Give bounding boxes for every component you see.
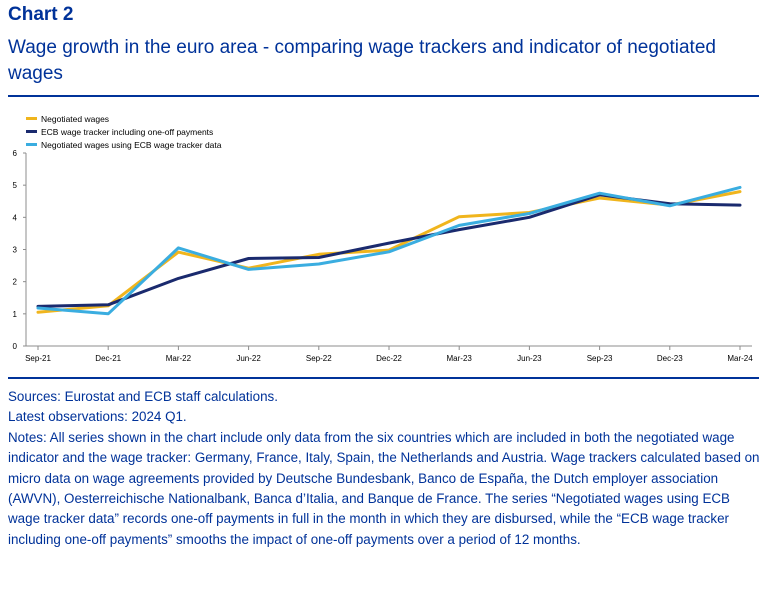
legend-label-negotiated-wages: Negotiated wages [41, 113, 110, 124]
x-tick-label: Mar-23 [447, 354, 473, 363]
x-tick-label: Dec-22 [376, 354, 402, 363]
x-tick-label: Mar-24 [727, 354, 753, 363]
series-line-2 [36, 185, 742, 316]
chart-notes: Sources: Eurostat and ECB staff calculat… [8, 387, 763, 550]
y-tick-label: 2 [13, 278, 18, 287]
x-tick-label: Sep-23 [587, 354, 613, 363]
legend-label-ecb-wage-tracker: ECB wage tracker including one-off payme… [41, 126, 214, 137]
legend-item-ecb-wage-tracker: ECB wage tracker including one-off payme… [26, 125, 222, 138]
y-tick-label: 3 [13, 246, 18, 255]
line-chart: 0 1 2 3 4 5 6 Sep-21 Dec-21 Mar-22 Jun-22 Sep-22 Dec… [0, 100, 774, 375]
sources-text: Sources: Eurostat and ECB staff calculat… [8, 389, 278, 404]
x-tick-label: Mar-22 [166, 354, 192, 363]
bottom-divider [8, 377, 759, 379]
legend-item-negotiated-wages: Negotiated wages [26, 112, 222, 125]
top-divider [8, 95, 759, 97]
notes-text: Notes: All series shown in the chart inc… [8, 429, 760, 547]
legend-swatch-negotiated-ecb-data [26, 143, 37, 146]
x-tick-label: Sep-21 [25, 354, 51, 363]
legend-item-negotiated-ecb-data: Negotiated wages using ECB wage tracker … [26, 138, 222, 151]
legend-label-negotiated-ecb-data: Negotiated wages using ECB wage tracker … [41, 139, 222, 150]
chart-title: Wage growth in the euro area - comparing… [8, 37, 716, 84]
legend-swatch-ecb-wage-tracker [26, 130, 37, 133]
y-tick-label: 0 [13, 342, 18, 351]
chart-number: Chart 2 [8, 4, 74, 25]
chart-legend: Negotiated wages ECB wage tracker includ… [26, 112, 222, 151]
y-tick-label: 6 [13, 149, 18, 158]
latest-observations-text: Latest observations: 2024 Q1. [8, 409, 187, 425]
legend-swatch-negotiated-wages [26, 117, 37, 120]
x-tick-label: Jun-22 [236, 354, 261, 363]
chart-svg: 0 1 2 3 4 5 6 Sep-21 Dec-21 Mar-22 Jun-22 Sep-22 Dec… [13, 149, 754, 363]
y-tick-label: 4 [13, 213, 18, 222]
y-tick-label: 1 [13, 310, 18, 319]
x-tick-label: Dec-23 [657, 354, 683, 363]
x-tick-label: Sep-22 [306, 354, 332, 363]
y-tick-label: 5 [13, 181, 18, 190]
x-tick-label: Dec-21 [95, 354, 121, 363]
x-tick-label: Jun-23 [517, 354, 542, 363]
